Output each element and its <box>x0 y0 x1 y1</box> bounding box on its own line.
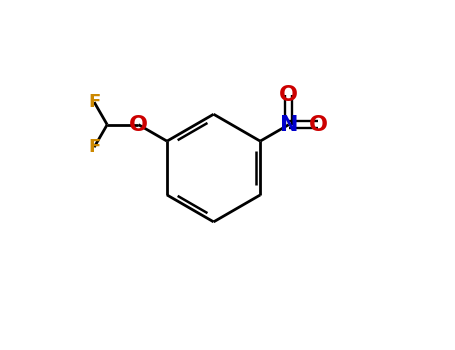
Text: F: F <box>88 93 100 111</box>
Text: N: N <box>279 115 298 135</box>
Text: O: O <box>279 85 298 105</box>
Text: O: O <box>129 115 148 135</box>
Text: O: O <box>309 115 328 135</box>
Text: F: F <box>88 138 100 156</box>
